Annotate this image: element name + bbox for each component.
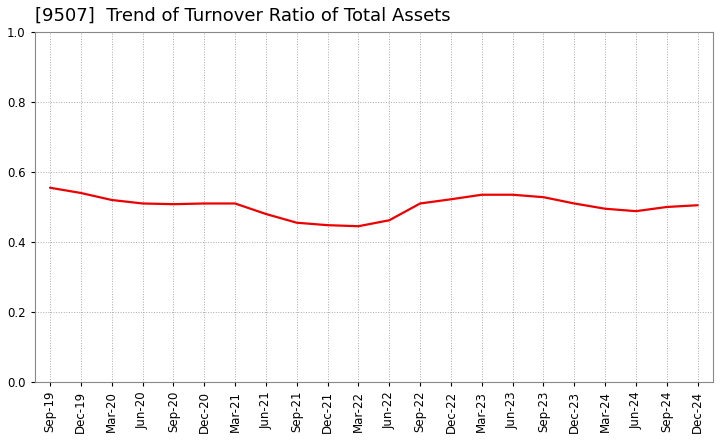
Text: [9507]  Trend of Turnover Ratio of Total Assets: [9507] Trend of Turnover Ratio of Total … xyxy=(35,7,450,25)
